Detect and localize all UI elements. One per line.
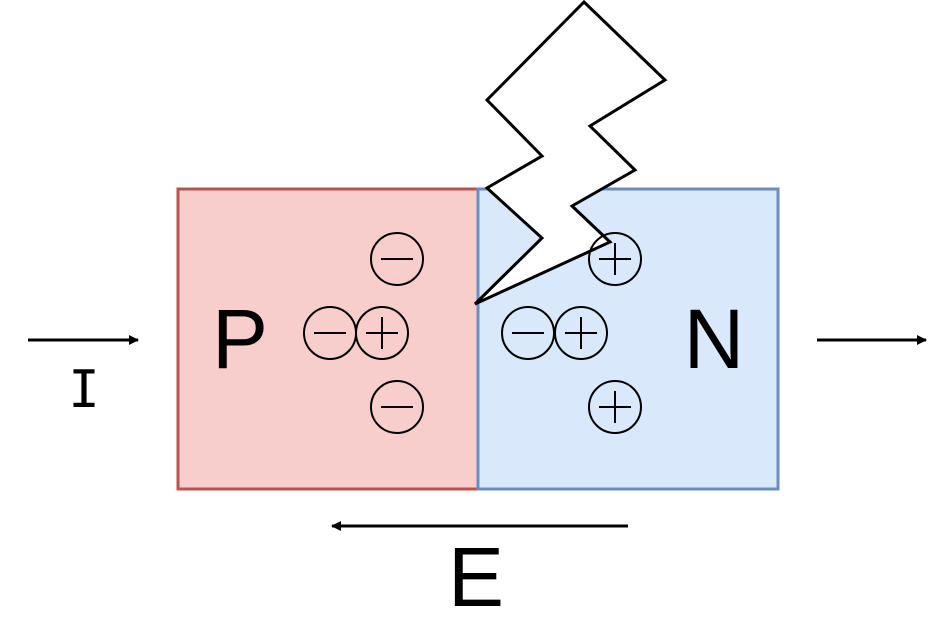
- n-label: N: [684, 292, 745, 386]
- plus-circle-icon: [355, 306, 409, 360]
- n-region: [476, 187, 780, 491]
- p-region: [176, 187, 480, 491]
- lightning-bolt-icon: [473, 0, 668, 306]
- field-label: E: [448, 530, 504, 624]
- p-label: P: [212, 292, 268, 386]
- minus-circle-icon: [370, 232, 424, 286]
- plus-circle-icon: [588, 380, 642, 434]
- plus-circle-icon: [554, 306, 608, 360]
- current-label: I: [68, 360, 99, 420]
- plus-circle-icon: [588, 232, 642, 286]
- minus-circle-icon: [370, 380, 424, 434]
